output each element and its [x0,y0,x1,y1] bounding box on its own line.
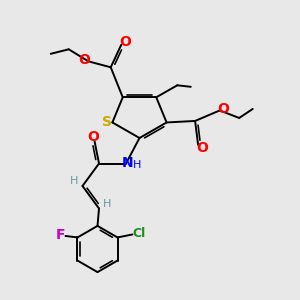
Text: O: O [196,141,208,155]
Text: O: O [88,130,100,144]
Text: N: N [122,156,133,170]
Text: F: F [56,228,65,242]
Text: O: O [218,102,230,116]
Text: H: H [103,199,112,209]
Text: O: O [119,35,131,50]
Text: O: O [79,53,91,67]
Text: S: S [102,115,112,129]
Text: H: H [70,176,78,186]
Text: Cl: Cl [133,227,146,240]
Text: H: H [133,160,142,170]
